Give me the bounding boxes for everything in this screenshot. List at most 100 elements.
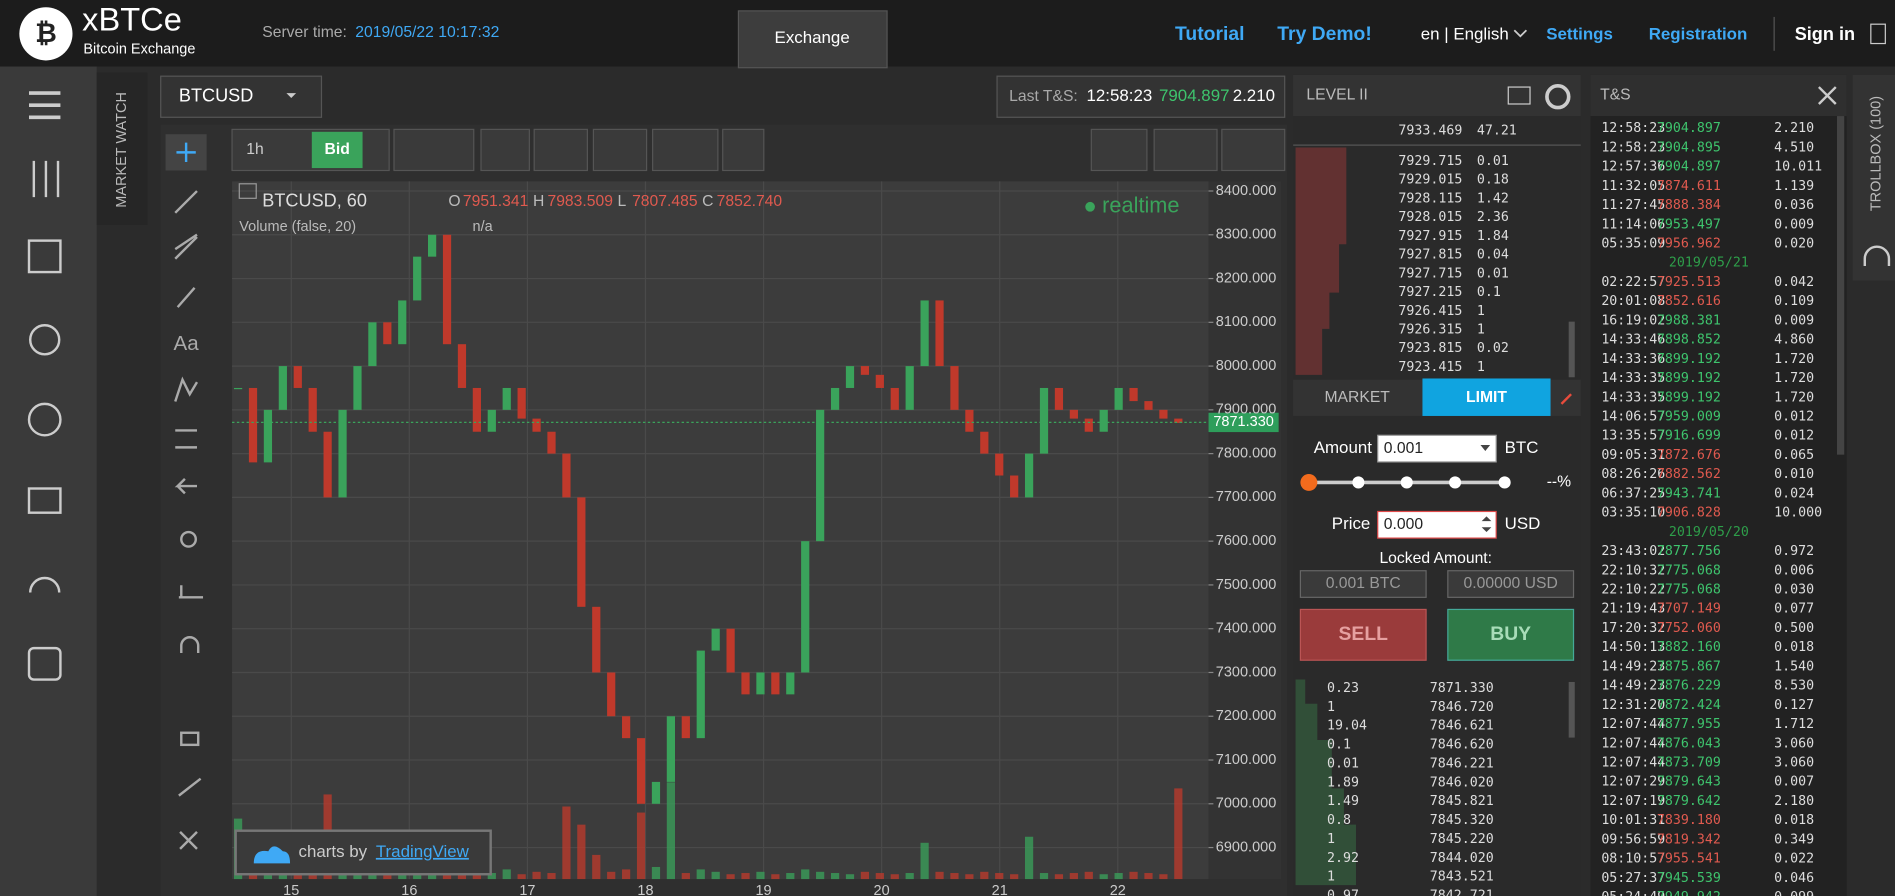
nav-link[interactable]: Try Demo! — [1277, 23, 1372, 45]
market-watch-label[interactable]: MARKET WATCH — [114, 92, 130, 208]
interval[interactable]: 1h — [246, 141, 263, 158]
bid-button[interactable] — [311, 131, 363, 169]
arrow-tool[interactable] — [174, 477, 197, 495]
ask-size: 47.21 — [1477, 124, 1517, 139]
level2-octl[interactable] — [1507, 86, 1531, 105]
ts-size: 2.180 — [1774, 794, 1814, 809]
collapse-icon[interactable] — [238, 183, 257, 199]
ts-close[interactable] — [1818, 86, 1837, 105]
chart-style-button[interactable] — [393, 128, 475, 172]
nav-link[interactable]: en | English — [1421, 25, 1509, 44]
price-input[interactable] — [1377, 510, 1497, 539]
remove-tool[interactable] — [179, 831, 198, 850]
symbol-caret[interactable] — [286, 93, 297, 98]
candle — [263, 409, 273, 463]
ts-scrollbar[interactable] — [1836, 116, 1845, 455]
signin-icon[interactable] — [1870, 23, 1886, 45]
screenshot-button[interactable] — [1090, 128, 1148, 172]
amount-input[interactable] — [1377, 434, 1497, 463]
tab-label[interactable]: Exchange — [775, 28, 850, 47]
pin-icon[interactable] — [1560, 393, 1572, 405]
compare-button[interactable] — [592, 128, 648, 172]
volume-bar — [711, 871, 720, 880]
nav-link[interactable]: Registration — [1649, 25, 1748, 44]
slider-stops[interactable] — [1352, 476, 1511, 489]
amount-caret[interactable] — [1480, 444, 1491, 452]
bid-label[interactable]: Bid — [325, 141, 350, 158]
zoom-tool[interactable] — [180, 530, 197, 548]
trend-tool[interactable] — [174, 190, 198, 214]
symbol[interactable]: BTCUSD — [179, 86, 254, 106]
volume-bar — [1114, 873, 1123, 880]
ts-price: 7775.068 — [1657, 563, 1721, 578]
support-icon[interactable] — [29, 576, 61, 593]
logo-title: xBTCe — [82, 0, 182, 37]
menu-icon[interactable] — [29, 91, 61, 120]
buy-label[interactable]: BUY — [1490, 623, 1531, 645]
buy-button[interactable] — [1447, 608, 1575, 661]
y-tick-label: 8000.000 — [1216, 358, 1276, 374]
text-tool[interactable]: Aa — [174, 332, 200, 355]
tv-icon[interactable] — [27, 487, 62, 514]
market-watch-strip[interactable] — [96, 72, 148, 225]
price-value[interactable]: 0.000 — [1384, 516, 1424, 533]
drawing-tools[interactable] — [174, 190, 204, 850]
robot-icon[interactable] — [29, 324, 61, 356]
bids-scrollbar[interactable] — [1568, 681, 1575, 738]
volume-bar — [592, 854, 601, 880]
trollbox-label[interactable]: TROLLBOX (100) — [1869, 96, 1885, 211]
candle — [816, 409, 825, 542]
save-button[interactable] — [1221, 128, 1286, 172]
market-tab[interactable]: MARKET — [1324, 389, 1390, 406]
level2-settings[interactable] — [1545, 84, 1571, 110]
indicators-button[interactable] — [533, 128, 588, 172]
tab[interactable] — [737, 10, 888, 69]
toolbar-buttons[interactable] — [393, 128, 1286, 172]
ts-size: 10.000 — [1774, 506, 1822, 521]
pattern-tool[interactable] — [174, 376, 199, 402]
credit-link[interactable]: TradingView — [376, 842, 470, 861]
sell-button[interactable] — [1299, 608, 1427, 661]
interval-group[interactable] — [231, 128, 390, 172]
limit-tab-bg[interactable] — [1422, 378, 1551, 416]
ts-time: 08:26:26 — [1601, 467, 1665, 482]
ts-price: 7904.895 — [1657, 140, 1721, 155]
lang-chevron[interactable] — [1513, 29, 1528, 38]
ts-size: 1.712 — [1774, 717, 1814, 732]
magnet-tool[interactable] — [180, 636, 200, 653]
refresh-icon[interactable] — [27, 402, 62, 437]
candle — [636, 738, 646, 804]
ts-size: 0.020 — [1774, 237, 1814, 252]
symbol-select[interactable] — [160, 75, 323, 118]
monitor-icon[interactable] — [27, 239, 62, 274]
asks-scrollbar[interactable] — [1568, 321, 1575, 378]
fullscreen-button[interactable] — [722, 128, 765, 172]
amount-value[interactable]: 0.001 — [1384, 440, 1423, 457]
candle — [666, 716, 676, 782]
price-spinner[interactable] — [1481, 516, 1492, 533]
load-button[interactable] — [1153, 128, 1218, 172]
ts-time: 14:33:35 — [1601, 371, 1665, 386]
ts-size: 0.010 — [1774, 467, 1814, 482]
pitchfork-tool[interactable] — [174, 233, 198, 260]
trollbox-icon[interactable] — [1863, 245, 1891, 267]
brush-tool[interactable] — [176, 286, 196, 308]
nav-link[interactable]: Settings — [1546, 25, 1613, 44]
ruler-tool[interactable] — [178, 585, 204, 599]
lock-tool[interactable] — [180, 731, 200, 747]
limit-tab[interactable]: LIMIT — [1466, 389, 1507, 406]
price-unit: USD — [1505, 514, 1541, 533]
help-icon[interactable] — [27, 646, 62, 681]
nav-link[interactable]: Tutorial — [1175, 23, 1244, 45]
ts-time: 14:33:35 — [1601, 390, 1665, 405]
measure-tool[interactable] — [175, 429, 197, 449]
settings-button[interactable] — [480, 128, 530, 172]
sell-label[interactable]: SELL — [1339, 623, 1389, 645]
hide-tool[interactable] — [178, 777, 202, 797]
chart-icon[interactable] — [32, 160, 60, 198]
sidebar-icons[interactable] — [27, 91, 62, 681]
undo-redo-button[interactable] — [652, 128, 719, 172]
slider-thumb[interactable] — [1300, 473, 1318, 491]
nav-link[interactable]: Sign in — [1795, 24, 1855, 44]
